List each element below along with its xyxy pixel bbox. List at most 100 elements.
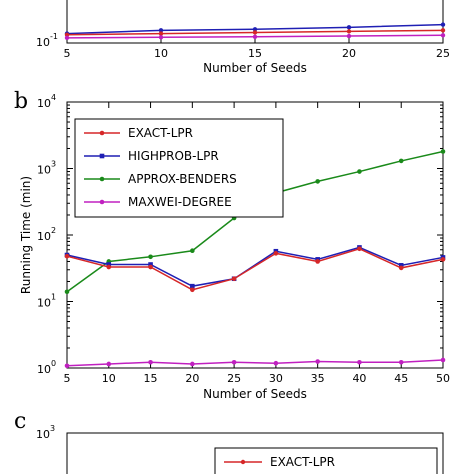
panel-a-ytick-exp: -1 <box>50 32 58 41</box>
panel-b-point-exact-lpr <box>315 259 320 264</box>
panel-c-letter: c <box>14 409 26 434</box>
panel-a-x-tick-label: 10 <box>154 47 168 60</box>
panel-b-point-exact-lpr <box>106 264 112 270</box>
panel-b-legend-label-highprob-lpr: HIGHPROB-LPR <box>128 149 219 163</box>
panel-b-legend-marker-exact-lpr <box>99 130 105 136</box>
panel-b-line-maxwei-degree <box>66 359 444 367</box>
panel-b-point-exact-lpr <box>190 287 195 293</box>
panel-b-point-highprob-lpr <box>106 262 112 267</box>
panel-b-legend-marker-approx-benders <box>99 176 105 182</box>
panel-a-series-point-1 <box>158 31 164 36</box>
panel-b-point-exact-lpr <box>398 265 404 271</box>
panel-b-legend-marker-maxwei-degree <box>99 199 105 205</box>
panel-b-line-highprob-lpr <box>66 246 444 287</box>
panel-a-lines <box>64 22 446 41</box>
panel-b-x-tick-label: 40 <box>352 372 366 385</box>
panel-b-point-approx-benders <box>315 179 320 184</box>
panel-b-x-tick-label: 10 <box>102 372 116 385</box>
panel-b-line-exact-lpr <box>66 248 444 291</box>
panel-b-point-maxwei-degree <box>148 359 153 365</box>
panel-b-point-maxwei-degree <box>64 363 70 369</box>
panel-a-x-tick-label: 20 <box>342 47 356 60</box>
panel-b-point-highprob-lpr <box>398 263 404 268</box>
panel-b-point-maxwei-degree <box>273 360 279 366</box>
panel-b-y-tick-exponent: 0 <box>51 359 56 368</box>
panel-b-point-approx-benders <box>148 254 153 260</box>
panel-a-series-point-1 <box>346 29 352 34</box>
panel-a-series-point-0 <box>158 28 164 33</box>
panel-b-point-maxwei-degree <box>357 359 362 365</box>
panel-a-series-point-2 <box>64 35 70 41</box>
panel-b-point-maxwei-degree <box>398 359 404 365</box>
panel-b-legend-marker-highprob-lpr <box>99 153 105 159</box>
panel-b-x-tick-label: 45 <box>394 372 408 385</box>
panel-c-legend-label-exact-lpr: EXACT-LPR <box>270 455 335 469</box>
panel-b-y-tick-exponent: 3 <box>51 160 56 169</box>
panel-b-point-approx-benders <box>357 169 362 174</box>
panel-b-x-tick-label: 20 <box>185 372 199 385</box>
panel-b-legend-box <box>74 118 284 218</box>
panel-b-point-approx-benders <box>440 149 446 154</box>
panel-b-y-tick-base: 10 <box>37 297 51 310</box>
panel-b-point-exact-lpr <box>231 276 237 282</box>
panel-b-y-tick-base: 10 <box>37 230 51 243</box>
panel-a-x-axis-label: Number of Seeds <box>203 61 307 75</box>
panel-c-axes-frame <box>66 432 444 474</box>
panel-b-legend-label-exact-lpr: EXACT-LPR <box>128 126 193 140</box>
panel-b-point-exact-lpr <box>148 264 153 270</box>
panel-b-point-maxwei-degree <box>231 359 237 365</box>
panel-b-point-approx-benders <box>398 158 404 164</box>
panel-b-x-tick-label: 35 <box>311 372 325 385</box>
panel-c-ytick-exp: 3 <box>50 424 55 433</box>
panel-c: c 10 3 EXACT-LPR <box>14 409 444 474</box>
panel-b-letter: b <box>14 89 28 114</box>
panel-b-x-axis-label: Number of Seeds <box>203 387 307 401</box>
panel-a-ytick-base: 10 <box>36 36 50 49</box>
panel-b-point-highprob-lpr <box>190 283 195 289</box>
panel-b-point-approx-benders <box>190 248 195 254</box>
panel-b-x-tick-label: 5 <box>64 372 71 385</box>
panel-b-point-exact-lpr <box>64 253 70 259</box>
panel-a-x-ticks: 5 10 15 20 25 <box>64 38 450 60</box>
panel-a-series-point-1 <box>252 30 258 35</box>
panel-b-y-tick-exponent: 2 <box>51 226 56 235</box>
panel-a-series-point-0 <box>252 27 258 32</box>
panel-a-series-point-2 <box>346 33 352 39</box>
panel-b-y-tick-exponent: 4 <box>51 93 56 102</box>
panel-b-legend-label-approx-benders: APPROX-BENDERS <box>128 172 237 186</box>
panel-a-series-point-1 <box>440 28 446 33</box>
panel-b-x-tick-label: 50 <box>436 372 450 385</box>
panel-b-point-maxwei-degree <box>440 357 446 363</box>
panel-b-point-maxwei-degree <box>106 361 112 367</box>
panel-b-x-tick-label: 30 <box>269 372 283 385</box>
panel-b-point-exact-lpr <box>273 251 279 256</box>
panel-a-series-point-1 <box>64 32 70 37</box>
panel-c-ytick-base: 10 <box>36 428 50 441</box>
panel-c-legend-box <box>214 447 438 474</box>
panel-b-legend-items: EXACT-LPR HIGHPROB-LPR APPROX-BENDERS MAXWE… <box>84 126 237 209</box>
panel-a-series-point-0 <box>440 22 446 27</box>
panel-a-x-tick-label: 25 <box>436 47 450 60</box>
panel-b-x-tick-label: 15 <box>144 372 158 385</box>
panel-b-point-highprob-lpr <box>148 262 153 267</box>
panel-b-legend-label-maxwei-degree: MAXWEI-DEGREE <box>128 195 232 209</box>
panel-b-x-ticks: 5 10 15 20 25 30 35 40 45 50 <box>64 102 450 385</box>
panel-b-y-axis-label: Running Time (min) <box>19 176 33 294</box>
panel-b-legend: EXACT-LPR HIGHPROB-LPR APPROX-BENDERS MAXWE… <box>74 118 284 218</box>
panel-a-series-point-2 <box>158 35 164 40</box>
panel-b-point-exact-lpr <box>357 246 362 252</box>
panel-a-series-point-2 <box>252 34 258 39</box>
panel-b-point-maxwei-degree <box>190 361 195 367</box>
panel-a-series-point-2 <box>440 33 446 38</box>
panel-b-point-maxwei-degree <box>315 359 320 364</box>
panel-b-x-tick-label: 25 <box>227 372 241 385</box>
panel-a: 5 10 15 20 25 10 -1 Number of Seeds <box>36 0 450 75</box>
panel-b-y-tick-base: 10 <box>37 97 51 110</box>
panel-a-x-tick-label: 5 <box>64 47 71 60</box>
panel-a-series-point-0 <box>346 25 352 30</box>
panel-b-point-exact-lpr <box>440 257 446 262</box>
panel-b-y-tick-base: 10 <box>37 164 51 177</box>
